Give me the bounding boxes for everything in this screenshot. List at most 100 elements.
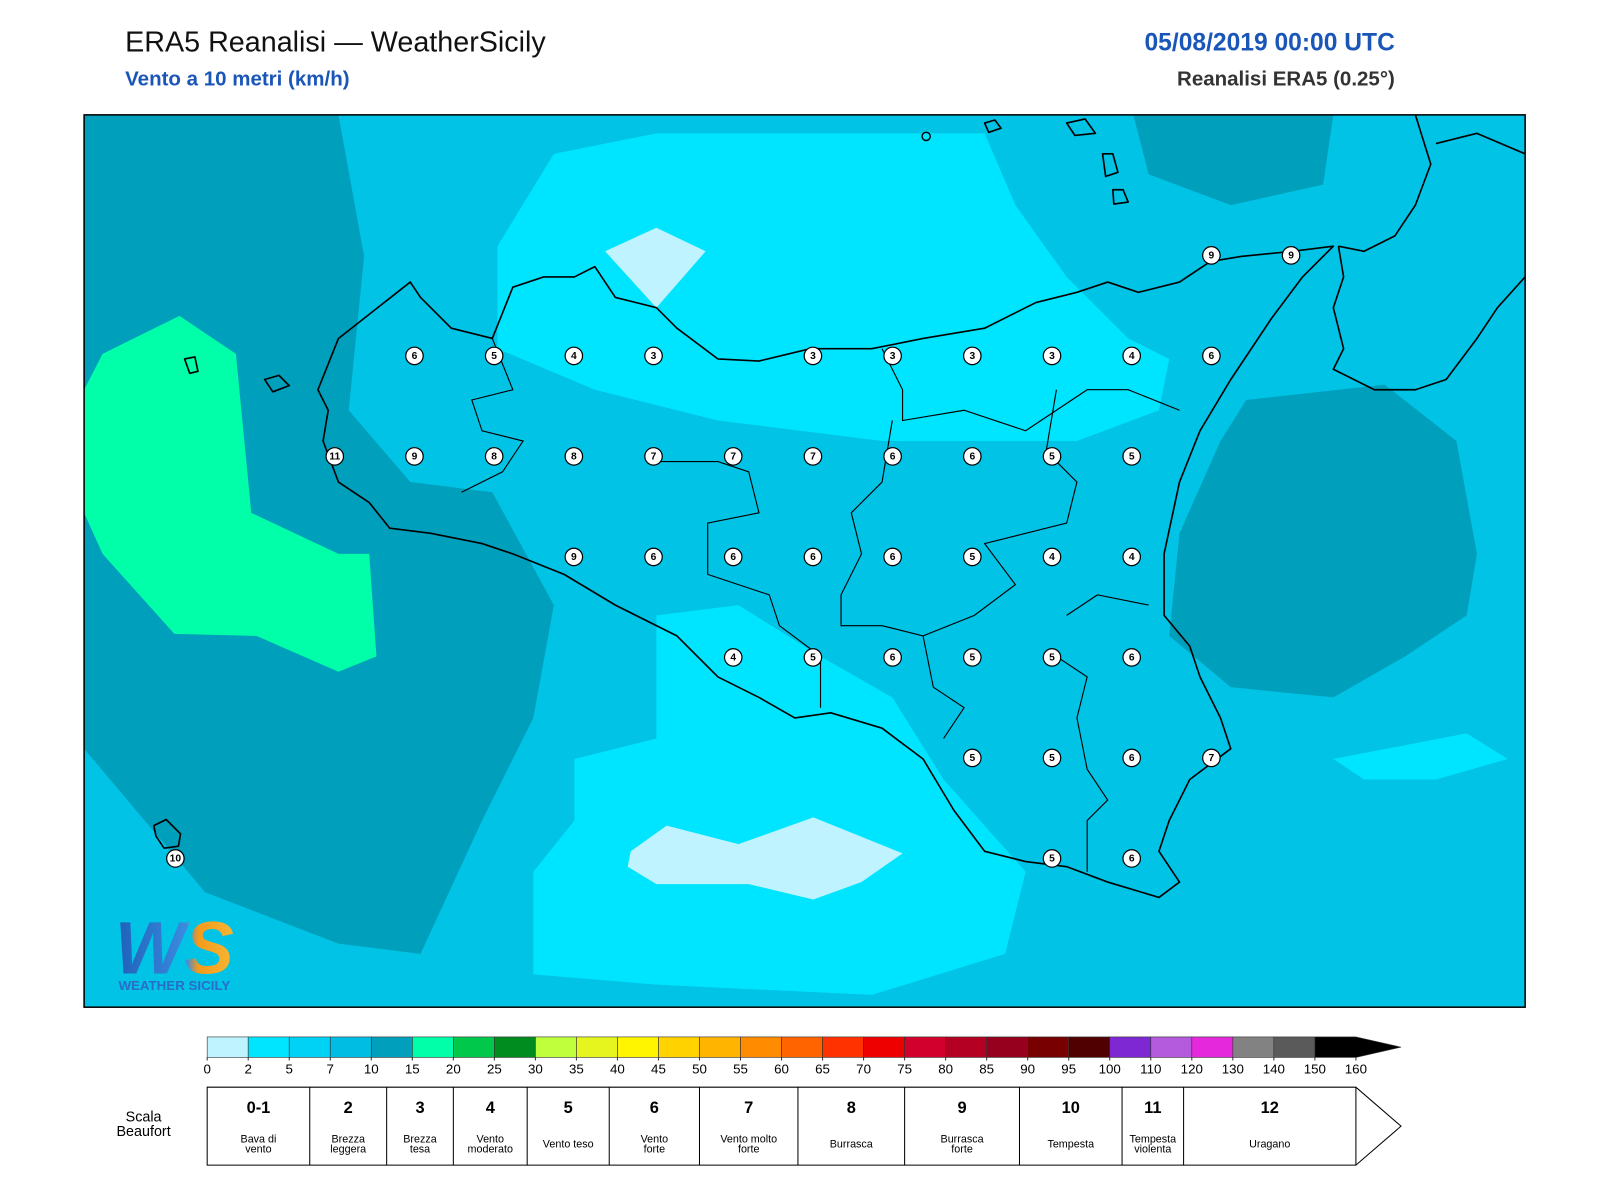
wind-value: 6 <box>969 452 975 463</box>
wind-value: 10 <box>170 854 182 865</box>
station-marker <box>484 346 504 366</box>
colorbar-segment <box>206 1036 249 1058</box>
colorbar-tick-label: 55 <box>733 1061 748 1076</box>
station-marker <box>723 547 743 567</box>
colorbar-tick-label: 10 <box>364 1061 379 1076</box>
colorbar-segment <box>699 1036 741 1058</box>
contour <box>84 315 377 672</box>
beaufort-force: 8 <box>847 1099 856 1117</box>
province-border <box>461 338 1180 872</box>
wind-value: 6 <box>412 351 418 362</box>
station-marker <box>1042 748 1062 768</box>
wind-value: 5 <box>810 653 816 664</box>
station-marker <box>644 346 663 366</box>
wind-value: 5 <box>969 753 975 764</box>
beaufort-force: 6 <box>650 1099 659 1117</box>
station-marker <box>883 648 902 667</box>
station-marker <box>644 447 663 466</box>
beaufort-label: Vento molto <box>720 1133 777 1145</box>
beaufort-label: Tempesta <box>1047 1138 1094 1150</box>
colorbar-segment <box>1027 1036 1070 1058</box>
beaufort-title: Beaufort <box>116 1124 170 1140</box>
wind-value: 6 <box>890 452 896 463</box>
wind-value: 9 <box>412 452 418 463</box>
wind-value: 4 <box>571 351 577 362</box>
beaufort-label: leggera <box>330 1144 366 1156</box>
colorbar-segment <box>617 1036 659 1058</box>
wind-value: 5 <box>969 552 975 563</box>
colorbar-segment <box>822 1036 864 1058</box>
beaufort-label: Burrasca <box>830 1138 873 1150</box>
wind-value: 8 <box>491 452 497 463</box>
contour <box>1169 384 1477 698</box>
wind-value: 3 <box>890 351 896 362</box>
beaufort-label: forte <box>644 1144 666 1156</box>
map: 9 9 6 5 4 3 3 3 3 3 4 6 11 9 8 8 7 7 7 6 6 5 5 9 6 6 6 6 5 4 4 4 5 6 5 5 6 5 5… <box>84 114 1526 1008</box>
station-marker <box>803 346 823 366</box>
colorbar-tick-label: 75 <box>897 1061 912 1076</box>
station-marker <box>723 447 743 466</box>
colorbar-tick-label: 130 <box>1222 1061 1244 1076</box>
wind-value: 6 <box>1129 653 1135 664</box>
island <box>921 131 931 142</box>
colorbar-segment <box>1109 1036 1152 1058</box>
beaufort-force: 12 <box>1261 1099 1279 1117</box>
colorbar-segment <box>329 1036 372 1058</box>
colorbar-tick-label: 95 <box>1061 1061 1076 1076</box>
colorbar-tick-label: 45 <box>651 1061 666 1076</box>
colorbar-tick-label: 80 <box>938 1061 953 1076</box>
station-marker <box>962 547 982 567</box>
colorbar-segment <box>863 1036 905 1058</box>
wind-value: 5 <box>491 351 497 362</box>
wind-value: 7 <box>651 452 657 463</box>
contour <box>605 227 706 308</box>
colorbar-tick-label: 160 <box>1345 1061 1367 1076</box>
beaufort-label: Tempesta <box>1130 1133 1177 1145</box>
station-marker <box>1122 447 1142 466</box>
colorbar-segment <box>1314 1036 1402 1058</box>
beaufort-label: Vento <box>641 1133 669 1145</box>
colorbar-segment <box>535 1036 577 1058</box>
island <box>153 118 1130 850</box>
colorbar-segment <box>1232 1036 1275 1058</box>
station-marker <box>1122 748 1142 768</box>
colorbar-tick-label: 70 <box>856 1061 871 1076</box>
contour <box>497 133 1170 442</box>
wind-value: 6 <box>1129 854 1135 865</box>
station-marker <box>1042 547 1062 567</box>
colorbar-tick-label: 7 <box>327 1061 334 1076</box>
date: 05/08/2019 00:00 UTC <box>1144 30 1395 57</box>
colorbar-segment <box>904 1036 946 1058</box>
station-marker <box>1202 246 1221 265</box>
station-marker <box>564 547 584 567</box>
colorbar-tick-label: 140 <box>1263 1061 1285 1076</box>
colorbar-tick-label: 90 <box>1020 1061 1035 1076</box>
wind-value: 6 <box>890 653 896 664</box>
colorbar-tick-label: 2 <box>244 1061 251 1076</box>
beaufort-label: Bava di <box>241 1133 277 1145</box>
wind-value: 4 <box>1129 552 1135 563</box>
colorbar-tick-label: 25 <box>487 1061 502 1076</box>
colorbar-tick-label: 120 <box>1181 1061 1203 1076</box>
colorbar-tick-label: 5 <box>286 1061 293 1076</box>
logo-mark: WS <box>115 906 234 989</box>
wind-value: 4 <box>1129 351 1135 362</box>
station-marker <box>883 547 902 567</box>
beaufort-label: forte <box>951 1144 973 1156</box>
beaufort-label: vento <box>245 1144 271 1156</box>
map-frame <box>83 114 1526 1008</box>
beaufort-force: 5 <box>564 1099 573 1117</box>
wind-value: 5 <box>1049 753 1055 764</box>
beaufort-label: tesa <box>410 1144 430 1156</box>
station-marker <box>803 547 823 567</box>
beaufort-label: Burrasca <box>941 1133 984 1145</box>
contour <box>627 817 903 900</box>
station-marker <box>803 648 823 667</box>
wind-value: 4 <box>730 653 736 664</box>
colorbar-segment <box>494 1036 536 1058</box>
contour <box>1333 733 1508 780</box>
wind-value: 7 <box>1209 753 1215 764</box>
